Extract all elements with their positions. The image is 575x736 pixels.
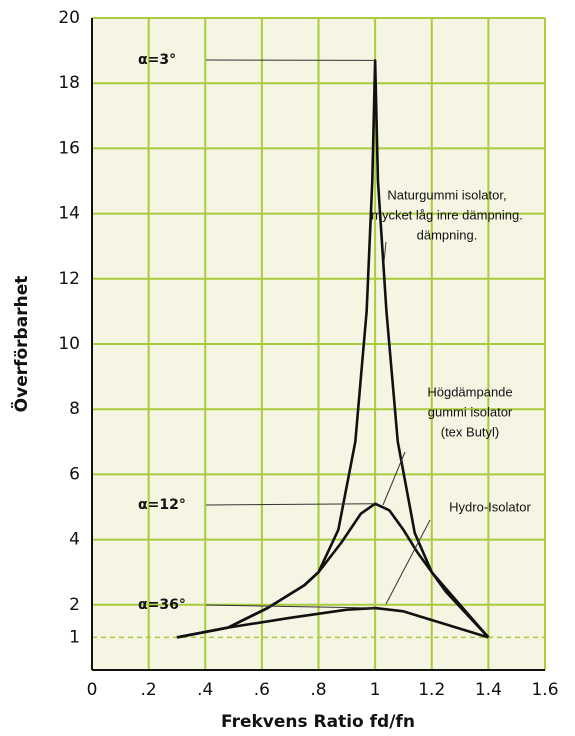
series-label: α=12° [138,497,186,513]
annotation: dämpning. [417,227,478,242]
series-line [176,606,489,639]
x-tick-label: 1.6 [531,680,558,700]
annotation: Hydro-Isolator [449,499,531,514]
annotation: Naturgummi isolator, [387,187,506,202]
y-tick-label: 2 [69,595,80,615]
x-tick-label: .6 [254,680,270,700]
y-tick-label: 10 [58,334,80,354]
series-label: α=36° [138,597,186,613]
y-tick-label: 8 [69,399,80,419]
y-tick-label: 18 [58,73,80,93]
y-tick-label: 4 [69,530,80,550]
y-tick-label: 16 [58,138,80,158]
leader-line [205,503,376,506]
x-tick-label: 0 [87,680,98,700]
leader-line [383,241,387,263]
x-tick-label: .8 [310,680,326,700]
x-tick-label: .4 [197,680,213,700]
x-axis-label: Frekvens Ratio fd/fn [221,712,415,732]
leader-line [385,519,431,605]
annotation: mycket låg inre dämpning. [371,207,523,222]
y-tick-label: 1 [69,627,80,647]
y-tick-label: 6 [69,464,80,484]
x-tick-label: 1.2 [418,680,445,700]
x-tick-label: 1.4 [475,680,502,700]
x-tick-label: .2 [141,680,157,700]
x-tick-label: 1 [370,680,381,700]
y-tick-label: 14 [58,204,80,224]
leader-line [382,451,406,506]
series-label: α=3° [138,52,176,68]
y-tick-label: 20 [58,8,80,28]
y-tick-label: 12 [58,269,80,289]
y-axis-label: Överförbarhet [10,276,32,413]
leader-line [205,604,376,609]
annotation: (tex Butyl) [441,424,500,439]
annotation: gummi isolator [428,404,513,419]
series-line [176,502,490,639]
annotation: Högdämpande [427,384,512,399]
